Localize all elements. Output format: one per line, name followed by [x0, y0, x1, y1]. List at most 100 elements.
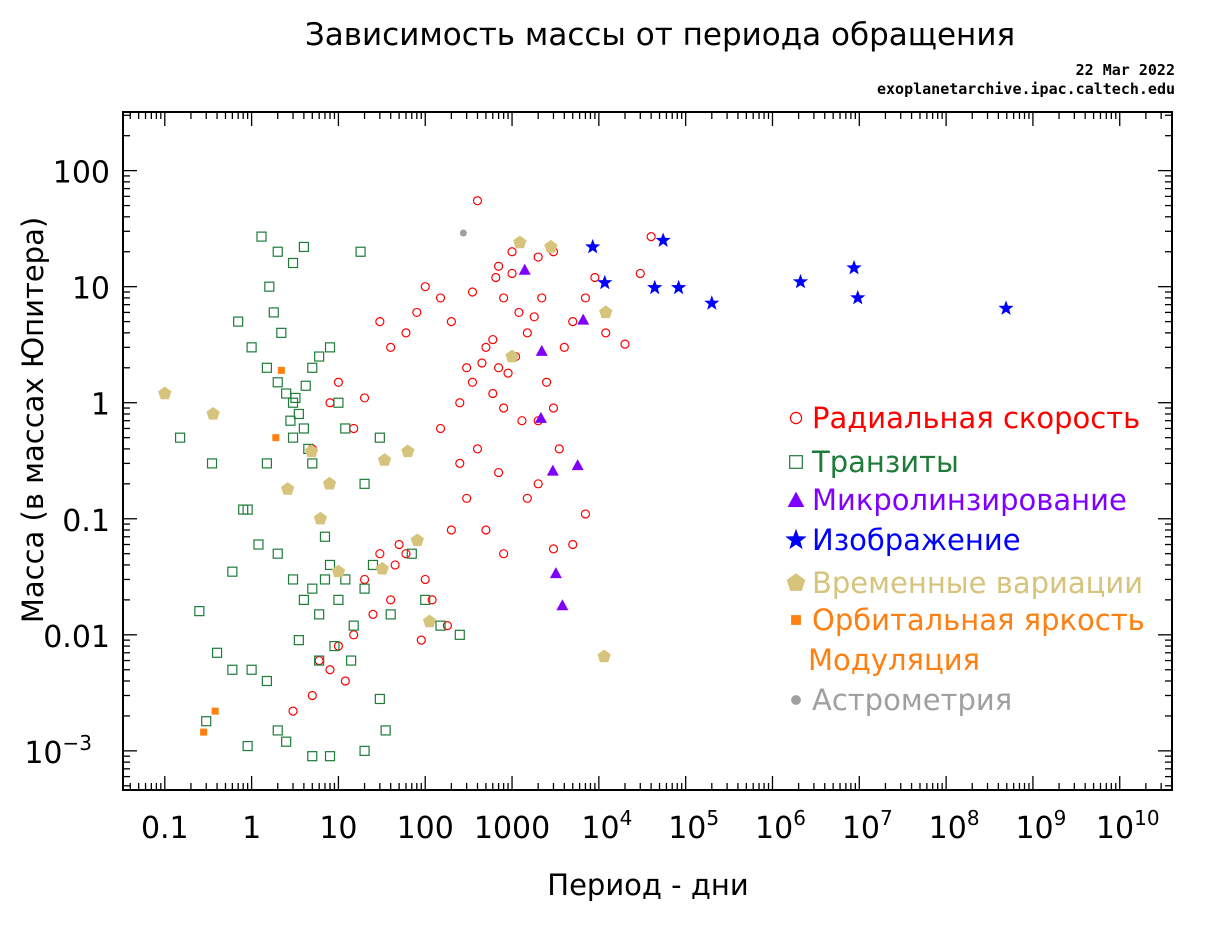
data-point-square-open	[348, 620, 359, 631]
data-point-square-open	[261, 675, 272, 687]
data-point-circle-open	[333, 377, 344, 387]
data-point-star	[998, 300, 1014, 315]
data-point-circle-open	[314, 655, 324, 666]
data-point-circle-open	[462, 493, 472, 503]
data-point-circle-open	[481, 525, 491, 535]
y-tick-labels: 100 10 1 0.1 0.01 10−3	[24, 156, 110, 771]
data-point-square-open	[355, 246, 366, 257]
data-point-square-open	[346, 655, 357, 666]
data-point-square-open	[298, 241, 309, 253]
data-point-circle-open	[467, 287, 478, 297]
data-point-circle-open	[462, 363, 472, 373]
data-point-triangle	[535, 344, 548, 356]
x-tick-label: 108	[929, 806, 980, 846]
data-point-circle-open	[533, 252, 543, 262]
chart-title: Зависимость массы от периода обращения	[305, 17, 1015, 53]
data-point-circle-open	[507, 268, 517, 279]
data-point-pentagon	[505, 349, 519, 363]
data-point-circle-open	[420, 282, 430, 292]
data-point-square-open	[300, 380, 311, 391]
data-point-circle-open	[494, 363, 504, 373]
data-point-square-open	[293, 635, 304, 646]
data-point-circle-open	[537, 293, 547, 303]
data-point-square-open	[287, 574, 299, 585]
data-point-circle-open	[590, 272, 600, 283]
data-point-square	[272, 434, 280, 442]
data-point-circle-open	[401, 328, 411, 338]
data-point-star	[585, 238, 601, 254]
data-point-square-open	[314, 351, 325, 362]
data-point-square-open	[272, 377, 283, 388]
data-point-square-open	[290, 392, 301, 404]
legend-label: Модуляция	[808, 643, 980, 677]
data-point-pentagon	[375, 561, 389, 575]
data-point-pentagon	[544, 239, 558, 253]
data-point-star	[846, 259, 862, 275]
data-point-pentagon	[331, 564, 346, 578]
data-point-square-open	[340, 574, 351, 585]
data-point-circle-open	[375, 549, 385, 559]
data-point-square-open	[293, 408, 304, 420]
data-point-square-open	[211, 647, 223, 658]
data-point-dot	[459, 229, 467, 237]
data-point-circle-open	[442, 621, 452, 631]
data-point-circle-open	[394, 539, 404, 550]
data-point-circle-open	[349, 423, 359, 434]
data-point-square-open	[201, 716, 212, 727]
legend-label: Микролинзирование	[812, 483, 1127, 517]
x-tick-label: 1010	[1096, 806, 1160, 846]
data-point-square-open	[272, 246, 283, 257]
data-point-square-open	[367, 559, 379, 571]
data-point-circle-open	[481, 342, 491, 352]
data-point-square-open	[227, 664, 238, 675]
data-point-square-open	[314, 609, 325, 620]
data-point-triangle	[534, 411, 547, 423]
data-point-square-open	[246, 664, 257, 675]
data-point-circle-open	[477, 358, 487, 368]
data-point-circle-open	[375, 317, 385, 327]
data-point-triangle	[546, 464, 559, 476]
data-point-pentagon	[377, 453, 392, 466]
legend-label: Астрометрия	[812, 683, 1012, 717]
data-point-circle-open	[503, 368, 513, 378]
data-point-pentagon	[422, 614, 437, 628]
data-point-square-open	[307, 362, 318, 373]
x-tick-labels: 0.1 1 10 100 1000 104 105 106 107 108 109 1010	[141, 806, 1160, 846]
data-point-square-open	[435, 620, 446, 631]
y-tick-label: 0.01	[43, 620, 110, 655]
data-point-square-open	[307, 751, 318, 762]
data-point-circle-open	[580, 509, 591, 519]
data-point-square-open	[272, 725, 283, 736]
data-point-square-open	[253, 539, 264, 550]
data-point-circle-open	[548, 544, 559, 554]
x-tick-label: 107	[842, 806, 893, 846]
data-point-square-open	[261, 458, 272, 469]
data-point-square-open	[314, 655, 325, 666]
data-point-circle-open	[412, 307, 422, 318]
data-point-circle-open	[340, 676, 350, 686]
data-point-square-open	[406, 548, 417, 559]
legend: Радиальная скорость Транзиты Микролинзиров…	[785, 401, 1145, 717]
data-point-square-open	[340, 423, 351, 434]
data-point-triangle	[577, 313, 590, 325]
data-point-circle-open	[646, 232, 656, 242]
data-points	[158, 196, 1014, 762]
data-point-square-open	[238, 504, 249, 515]
data-point-circle-open	[427, 595, 437, 605]
data-point-square-open	[298, 423, 309, 434]
data-point-circle-open	[386, 595, 396, 605]
data-point-square-open	[374, 693, 385, 705]
y-tick-label: 0.1	[62, 504, 110, 539]
data-point-square-open	[420, 594, 431, 605]
data-point-square-open	[268, 307, 279, 318]
data-point-circle-open	[499, 549, 509, 559]
data-point-circle-open	[514, 307, 524, 318]
data-point-square-open	[319, 574, 331, 585]
data-point-square	[211, 707, 219, 715]
data-point-circle-open	[529, 312, 539, 322]
data-point-square-open	[264, 281, 275, 292]
data-point-circle-open	[420, 574, 430, 585]
data-point-circle-open	[288, 706, 298, 716]
data-point-pentagon	[513, 235, 527, 249]
data-point-circle-open	[517, 416, 527, 426]
